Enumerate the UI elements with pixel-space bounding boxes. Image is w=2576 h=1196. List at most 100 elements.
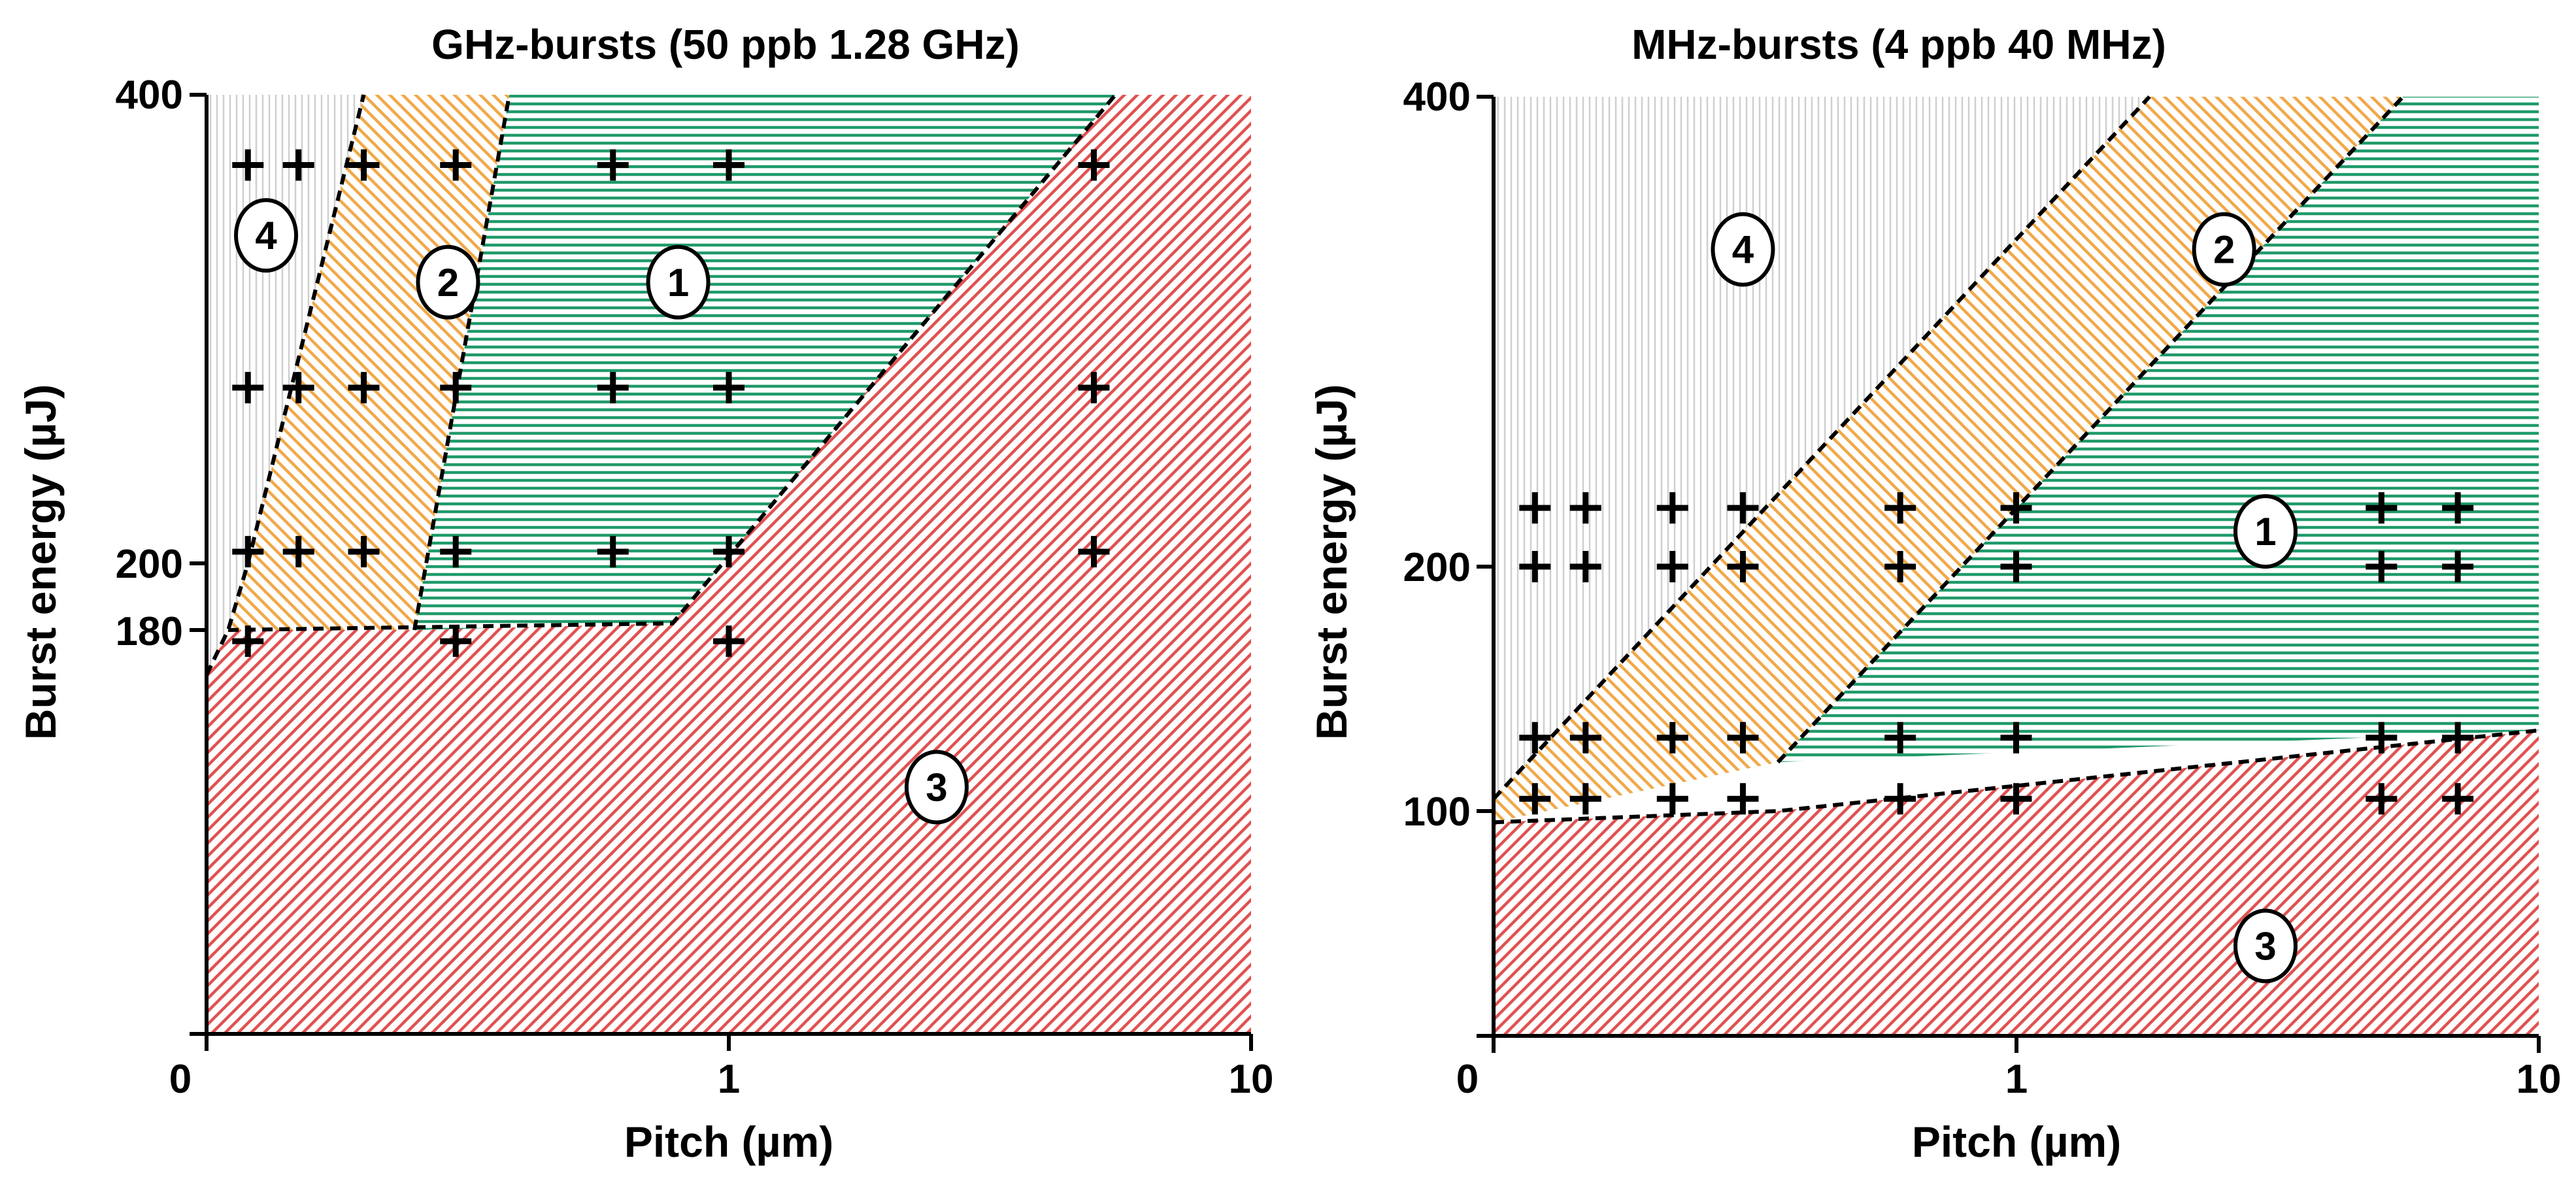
data-point-marker (1519, 722, 1551, 754)
data-point-marker (440, 149, 472, 181)
data-point-marker (1884, 722, 1916, 754)
data-point-marker (348, 149, 380, 181)
data-point-marker (1519, 783, 1551, 815)
region-label-4: 4 (234, 198, 299, 273)
data-point-marker (2366, 722, 2398, 754)
data-point-marker (1656, 783, 1688, 815)
x-tick-label: 0 (169, 1057, 192, 1102)
y-tick-label: 200 (1403, 545, 1471, 590)
data-point-marker (348, 536, 380, 568)
data-point-marker (597, 536, 629, 568)
region-4 (207, 95, 364, 1034)
svg-text:3: 3 (2254, 924, 2276, 968)
region-labels-layer: 4 2 1 3 (234, 198, 969, 825)
data-point-marker (1078, 372, 1110, 404)
data-point-marker (1884, 551, 1916, 582)
data-point-marker (1727, 551, 1759, 582)
chart-panel-mhz: MHz-bursts (4 ppb 40 MHz) 4 2 1 3 400 200 1… (1307, 21, 2561, 1166)
data-point-marker (348, 372, 380, 404)
boundaries-layer (1492, 95, 2539, 825)
data-point-marker (2000, 722, 2032, 754)
x-tick-label: 10 (2517, 1057, 2562, 1102)
region-boundary (1493, 728, 2539, 825)
y-tick-label: 100 (1403, 789, 1471, 835)
y-tick-label: 400 (116, 73, 183, 118)
region-boundary (228, 93, 1117, 632)
data-point-marker (232, 536, 264, 568)
x-axis-label: Pitch (µm) (1912, 1118, 2121, 1166)
svg-text:2: 2 (2213, 228, 2235, 272)
region-1 (1778, 97, 2539, 763)
data-point-marker (1656, 551, 1688, 582)
region-boundary (205, 94, 366, 676)
chart-title: GHz-bursts (50 ppb 1.28 GHz) (431, 21, 1020, 68)
y-tick-label: 400 (1403, 75, 1471, 120)
data-point-marker (2000, 492, 2032, 524)
data-point-marker (1569, 492, 1601, 524)
region-label-3: 3 (904, 750, 969, 825)
region-label-1: 1 (2233, 494, 2298, 569)
data-point-marker (232, 372, 264, 404)
data-point-marker (1656, 492, 1688, 524)
svg-text:1: 1 (667, 261, 689, 305)
data-point-marker (282, 536, 314, 568)
x-tick-label: 10 (1229, 1057, 1274, 1102)
points-layer (1519, 492, 2474, 815)
data-point-marker (232, 625, 264, 657)
region-labels-layer: 4 2 1 3 (1711, 212, 2298, 984)
data-point-marker (282, 149, 314, 181)
chart-panel-ghz: GHz-bursts (50 ppb 1.28 GHz) 4 2 1 3 400 20… (16, 21, 1273, 1166)
data-point-marker (1727, 722, 1759, 754)
y-axis-label: Burst energy (µJ) (16, 384, 65, 740)
data-point-marker (2442, 492, 2474, 524)
svg-text:1: 1 (2254, 510, 2276, 554)
data-point-marker (1519, 492, 1551, 524)
region-boundary (1492, 95, 2151, 801)
data-point-marker (282, 372, 314, 404)
data-point-marker (2000, 783, 2032, 815)
data-point-marker (1727, 492, 1759, 524)
data-point-marker (440, 625, 472, 657)
data-point-marker (1569, 722, 1601, 754)
data-point-marker (1656, 722, 1688, 754)
chart-title: MHz-bursts (4 ppb 40 MHz) (1631, 21, 2166, 68)
y-tick-label: 180 (116, 609, 183, 654)
x-tick-label: 1 (2005, 1057, 2028, 1102)
data-point-marker (2442, 783, 2474, 815)
x-tick-label: 0 (1456, 1057, 1479, 1102)
data-point-marker (713, 372, 744, 404)
y-tick-label: 200 (116, 542, 183, 587)
data-point-marker (597, 149, 629, 181)
region-label-2: 2 (2192, 212, 2256, 287)
data-point-marker (2442, 551, 2474, 582)
data-point-marker (713, 149, 744, 181)
data-point-marker (713, 625, 744, 657)
x-tick-label: 1 (718, 1057, 740, 1102)
region-1 (414, 95, 1116, 630)
data-point-marker (440, 536, 472, 568)
data-point-marker (713, 536, 744, 568)
data-point-marker (1884, 492, 1916, 524)
region-2 (228, 95, 510, 630)
region-label-4: 4 (1711, 212, 1775, 287)
svg-text:3: 3 (926, 765, 947, 809)
data-point-marker (1078, 536, 1110, 568)
region-label-1: 1 (646, 244, 711, 320)
data-point-marker (1569, 783, 1601, 815)
points-layer (232, 149, 1110, 657)
boundaries-layer (205, 93, 1117, 676)
data-point-marker (232, 149, 264, 181)
data-point-marker (2366, 492, 2398, 524)
data-point-marker (1727, 783, 1759, 815)
region-2 (1494, 97, 2403, 823)
data-point-marker (1884, 783, 1916, 815)
data-point-marker (2366, 551, 2398, 582)
data-point-marker (2000, 551, 2032, 582)
svg-text:4: 4 (1732, 228, 1754, 272)
y-axis-label: Burst energy (µJ) (1307, 384, 1356, 740)
data-point-marker (1519, 551, 1551, 582)
data-point-marker (1078, 149, 1110, 181)
region-boundary (412, 94, 512, 631)
region-label-3: 3 (2233, 908, 2298, 984)
